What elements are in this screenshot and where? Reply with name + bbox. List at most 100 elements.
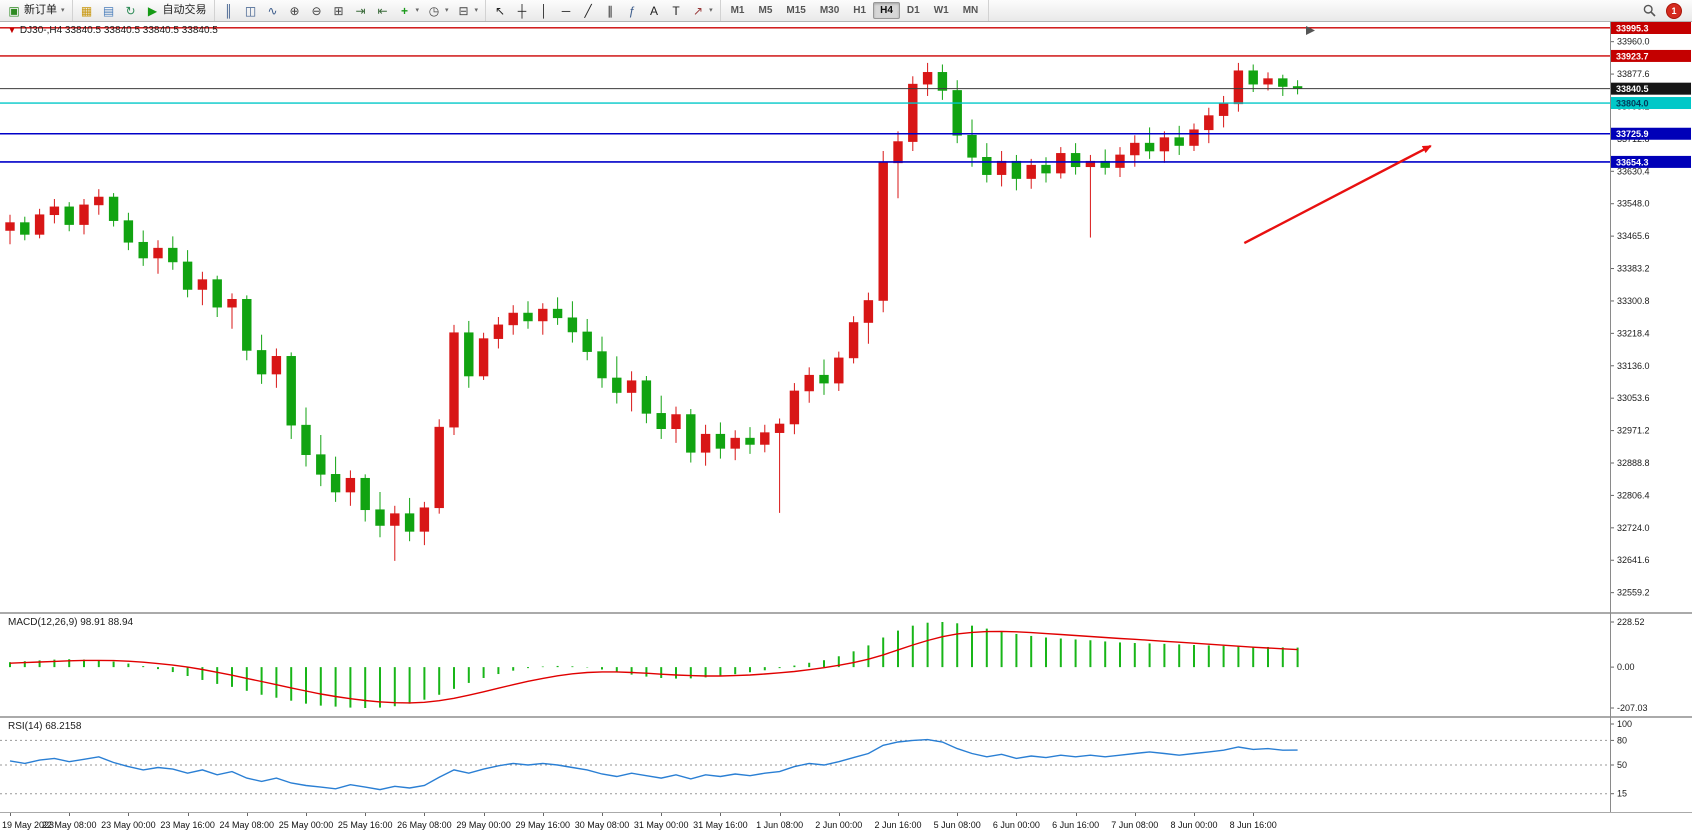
chart-shift-button[interactable]: ⇤ bbox=[372, 4, 394, 18]
trendline-button[interactable]: ╱ bbox=[577, 4, 599, 18]
dropdown-caret-icon: ▾ bbox=[415, 7, 420, 14]
candle bbox=[242, 295, 252, 361]
profiles-button[interactable]: ▤ bbox=[98, 4, 120, 18]
crosshair-button[interactable]: ┼ bbox=[511, 4, 533, 18]
candle bbox=[197, 271, 208, 306]
timeframe-m5[interactable]: M5 bbox=[758, 5, 773, 16]
time-tick bbox=[898, 813, 899, 816]
new-order-button[interactable]: ▣ 新订单 ▾ bbox=[3, 4, 69, 18]
auto-scroll-icon: ⇥ bbox=[355, 3, 366, 18]
new-order-icon: ▣ bbox=[8, 3, 20, 18]
search-icon[interactable] bbox=[1643, 4, 1656, 17]
price-pane[interactable]: 33960.033877.633795.233712.833630.433548… bbox=[0, 22, 1692, 612]
candles-series bbox=[5, 62, 1303, 561]
timeframe-m15[interactable]: M15 bbox=[786, 5, 806, 16]
bar-chart-type-button[interactable]: ║ bbox=[218, 4, 240, 18]
candle bbox=[49, 199, 60, 224]
time-label: 25 May 00:00 bbox=[278, 820, 334, 830]
templates-icon: ⊟ bbox=[458, 3, 469, 18]
candlestick-type-button[interactable]: ◫ bbox=[240, 4, 262, 18]
text-button[interactable]: A bbox=[643, 4, 665, 18]
macd-histogram bbox=[9, 622, 1299, 708]
timeframes-group: M1 M5 M15 M30 H1 H4 D1 W1 MN bbox=[721, 0, 990, 21]
price-tag: 33923.7 bbox=[1611, 49, 1691, 62]
candle bbox=[626, 371, 637, 412]
vertical-line-icon: │ bbox=[540, 3, 548, 18]
text-label-button[interactable]: T bbox=[665, 4, 687, 18]
tile-windows-button[interactable]: ⊞ bbox=[328, 4, 350, 18]
time-axis[interactable]: 19 May 2023 22 May 08:00 23 May 00:00 23 Ma… bbox=[0, 812, 1692, 839]
price-chart[interactable]: 33960.033877.633795.233712.833630.433548… bbox=[0, 22, 1692, 612]
candle bbox=[123, 212, 134, 251]
pane-splitter[interactable] bbox=[0, 716, 1692, 718]
price-tick-label: 32724.0 bbox=[1617, 523, 1650, 533]
candle bbox=[1144, 127, 1155, 159]
candle bbox=[286, 352, 296, 439]
macd-chart[interactable]: 228.52 0.00 -207.03 bbox=[0, 614, 1692, 716]
vertical-line-button[interactable]: │ bbox=[533, 4, 555, 18]
zoom-out-button[interactable]: ⊖ bbox=[306, 4, 328, 18]
time-tick bbox=[542, 813, 544, 816]
candle bbox=[1085, 154, 1096, 238]
rsi-chart[interactable]: 100 80 50 15 bbox=[0, 718, 1692, 812]
toolbar: ▣ 新订单 ▾ ▦ ▤ ↻ ▶ 自动交易 ║ ◫ ∿ ⊕ ⊖ ⊞ ⇥ ⇤ + ▾ ◷ ▾ ⊟ ▾ ↖ ┼ │ ─ ╱ ∥ ƒ A T ↗ ▾ M1… bbox=[0, 0, 1692, 22]
zoom-in-button[interactable]: ⊕ bbox=[284, 4, 306, 18]
periods-icon: ◷ bbox=[428, 3, 440, 18]
fibonacci-button[interactable]: ƒ bbox=[621, 4, 643, 18]
timeframe-mn[interactable]: MN bbox=[962, 5, 979, 16]
price-tick-label: 33218.4 bbox=[1617, 328, 1650, 338]
autotrading-button[interactable]: ▶ 自动交易 bbox=[142, 4, 211, 18]
indicators-button[interactable]: + ▾ bbox=[394, 4, 424, 18]
time-label: 23 May 00:00 bbox=[101, 820, 156, 830]
timeframe-h4[interactable]: H4 bbox=[873, 2, 900, 19]
timeframe-m30[interactable]: M30 bbox=[819, 5, 840, 16]
candle bbox=[256, 334, 267, 384]
candle bbox=[893, 131, 903, 199]
autotrading-icon: ▶ bbox=[147, 3, 158, 18]
auto-scroll-button[interactable]: ⇥ bbox=[350, 4, 372, 18]
time-tick bbox=[957, 813, 959, 816]
chart-window[interactable]: 33960.033877.633795.233712.833630.433548… bbox=[0, 22, 1692, 839]
rsi-pane[interactable]: 100 80 50 15 RSI(14) 68.2158 bbox=[0, 718, 1692, 812]
new-chart-button[interactable]: ▦ bbox=[76, 4, 98, 18]
time-tick bbox=[424, 813, 426, 816]
horizontal-line-button[interactable]: ─ bbox=[555, 4, 577, 18]
candle bbox=[212, 275, 222, 317]
timeframe-d1[interactable]: D1 bbox=[906, 5, 920, 16]
macd-tick-label: 0.00 bbox=[1617, 662, 1635, 672]
macd-pane[interactable]: 228.52 0.00 -207.03 MACD(12,26,9) 98.91 88… bbox=[0, 614, 1692, 716]
chart-shift-marker[interactable] bbox=[1306, 26, 1315, 35]
time-label: 6 Jun 00:00 bbox=[992, 820, 1040, 830]
cursor-button[interactable]: ↖ bbox=[489, 4, 511, 18]
dropdown-caret-icon: ▾ bbox=[445, 7, 449, 14]
cursor-icon: ↖ bbox=[495, 3, 506, 18]
dropdown-caret-icon: ▾ bbox=[709, 7, 713, 14]
candle bbox=[715, 422, 726, 459]
trend-arrow-annotation[interactable] bbox=[1243, 144, 1432, 245]
periods-button[interactable]: ◷ ▾ bbox=[423, 4, 453, 18]
price-tag: 33725.9 bbox=[1611, 127, 1691, 140]
pane-splitter[interactable] bbox=[0, 612, 1692, 614]
timeframe-h1[interactable]: H1 bbox=[853, 5, 867, 16]
timeframe-m1[interactable]: M1 bbox=[730, 5, 745, 16]
candle bbox=[390, 505, 400, 561]
line-chart-type-button[interactable]: ∿ bbox=[262, 4, 284, 18]
arrows-tool-button[interactable]: ↗ ▾ bbox=[687, 4, 717, 18]
price-tick-label: 32806.4 bbox=[1617, 490, 1650, 500]
profiles-icon: ▤ bbox=[102, 3, 115, 18]
candle bbox=[967, 119, 977, 167]
time-label: 1 Jun 08:00 bbox=[756, 820, 804, 830]
notification-badge[interactable]: 1 bbox=[1666, 2, 1682, 19]
app-group: ▦ ▤ ↻ ▶ 自动交易 bbox=[73, 0, 215, 21]
refresh-button[interactable]: ↻ bbox=[120, 4, 142, 18]
candle bbox=[79, 199, 89, 235]
candle bbox=[1041, 157, 1051, 183]
timeframe-w1[interactable]: W1 bbox=[933, 5, 949, 16]
candle bbox=[1026, 158, 1036, 189]
candle bbox=[1218, 95, 1229, 128]
price-tick-label: 33548.0 bbox=[1617, 199, 1650, 209]
time-tick bbox=[69, 813, 71, 816]
channel-button[interactable]: ∥ bbox=[599, 4, 621, 18]
price-tag: 33804.0 bbox=[1611, 97, 1691, 110]
templates-button[interactable]: ⊟ ▾ bbox=[453, 4, 483, 18]
